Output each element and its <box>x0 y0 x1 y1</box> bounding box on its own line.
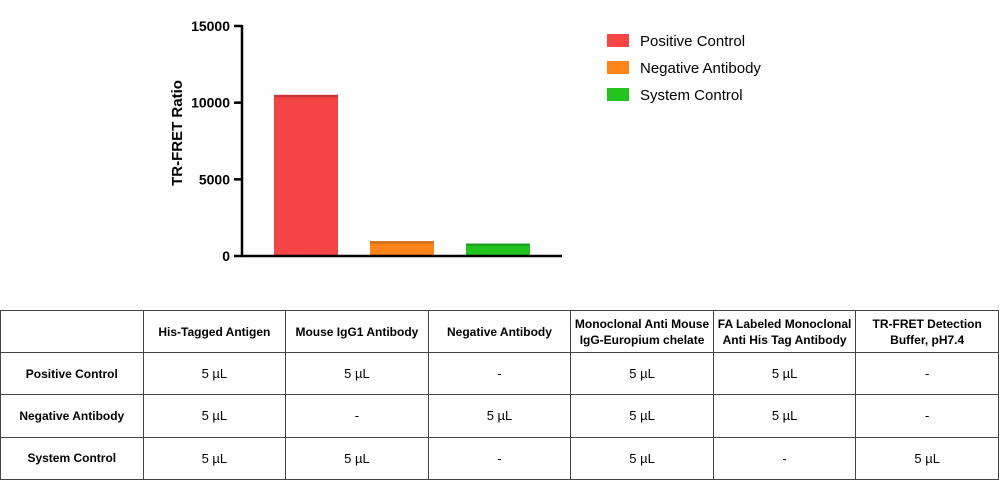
table-cell: 5 µL <box>142 436 287 480</box>
bar-2 <box>370 241 434 256</box>
legend: Positive Control Negative Antibody System … <box>607 33 761 104</box>
table-cell: 5 µL <box>142 394 287 438</box>
table-cell: - <box>855 394 999 438</box>
y-tick-label-3: 10000 <box>191 95 230 111</box>
table-row: Negative Antibody 5 µL - 5 µL 5 µL 5 µL … <box>0 394 999 438</box>
legend-swatch-1 <box>607 34 629 47</box>
table-cell: 5 µL <box>285 351 429 396</box>
legend-label-3: System Control <box>640 87 743 104</box>
reagent-table: His-Tagged Antigen Mouse IgG1 Antibody N… <box>0 310 999 480</box>
header-cell: Mouse IgG1 Antibody <box>285 310 429 353</box>
table-cell: - <box>855 351 999 396</box>
table-cell: 5 µL <box>285 436 429 480</box>
table-cell: - <box>712 436 857 480</box>
row-label: Positive Control <box>0 351 144 396</box>
table-cell: - <box>285 394 429 438</box>
table-cell: 5 µL <box>855 436 999 480</box>
y-axis-label: TR-FRET Ratio <box>169 80 186 186</box>
table-cell: 5 µL <box>712 394 857 438</box>
table-cell: 5 µL <box>570 394 714 438</box>
tr-fret-bar-chart: 0 5000 10000 15000 TR-FRET Ratio Positive Co… <box>169 18 761 264</box>
header-cell: Negative Antibody <box>427 310 572 353</box>
table-cell: 5 µL <box>712 351 857 396</box>
bar-3 <box>466 243 530 256</box>
row-label: Negative Antibody <box>0 394 144 438</box>
legend-label-1: Positive Control <box>640 33 745 50</box>
header-cell <box>0 310 144 353</box>
header-cell: FA Labeled Monoclonal Anti His Tag Antib… <box>712 310 857 353</box>
table-cell: - <box>427 436 572 480</box>
legend-swatch-2 <box>607 61 629 74</box>
bar-1 <box>274 95 338 256</box>
table-cell: 5 µL <box>570 351 714 396</box>
row-label: System Control <box>0 436 144 480</box>
plot-area: 0 5000 10000 15000 TR-FRET Ratio <box>169 18 562 264</box>
y-tick-label-1: 0 <box>222 248 230 264</box>
table-cell: 5 µL <box>570 436 714 480</box>
table-header-row: His-Tagged Antigen Mouse IgG1 Antibody N… <box>0 310 999 353</box>
y-tick-label-4: 15000 <box>191 18 230 34</box>
header-cell: TR-FRET Detection Buffer, pH7.4 <box>855 310 999 353</box>
table-row: System Control 5 µL 5 µL - 5 µL - 5 µL <box>0 436 999 480</box>
header-cell: His-Tagged Antigen <box>142 310 287 353</box>
y-tick-label-2: 5000 <box>199 171 230 187</box>
header-cell: Monoclonal Anti Mouse IgG-Europium chela… <box>570 310 714 353</box>
table-cell: 5 µL <box>142 351 287 396</box>
legend-label-2: Negative Antibody <box>640 60 761 77</box>
legend-swatch-3 <box>607 88 629 101</box>
table-row: Positive Control 5 µL 5 µL - 5 µL 5 µL - <box>0 351 999 396</box>
table-cell: 5 µL <box>427 394 572 438</box>
table-cell: - <box>427 351 572 396</box>
